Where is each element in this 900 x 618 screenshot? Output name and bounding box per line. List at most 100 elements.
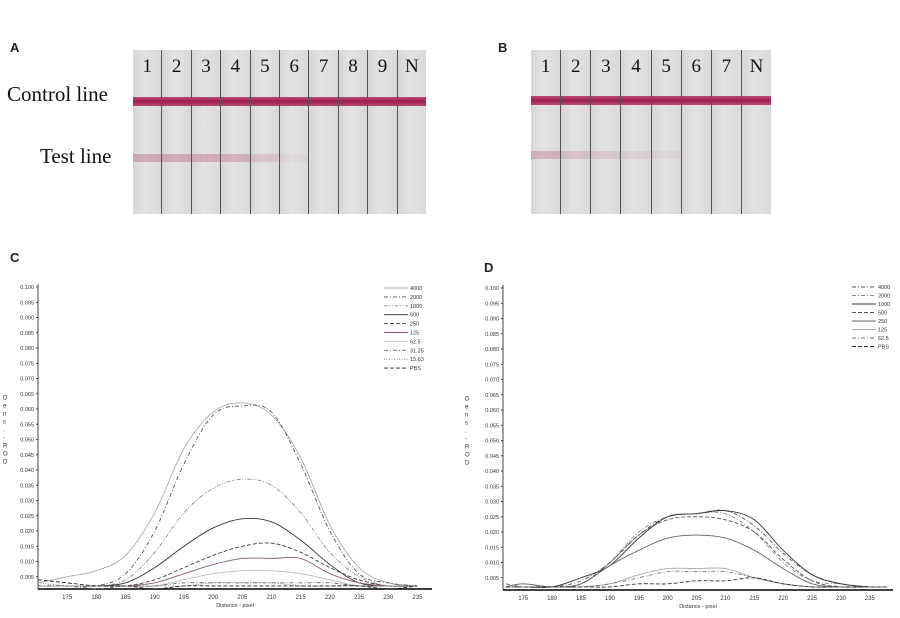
series-line-2000: [505, 511, 888, 588]
y-tick-label: 0.015: [485, 545, 499, 551]
legend-label: 250: [410, 322, 419, 328]
legend-label: 500: [878, 311, 887, 317]
legend-label: 2000: [878, 294, 890, 300]
y-tick-label: 0.050: [485, 439, 499, 445]
strip-number: 7: [721, 56, 732, 77]
x-tick-label: 205: [237, 595, 248, 601]
y-tick-label: 0.005: [20, 575, 34, 581]
y-tick-label: 0.010: [20, 560, 34, 566]
series-line-4000: [505, 509, 888, 588]
control-band: [221, 97, 250, 106]
strip-number: 4: [230, 56, 241, 77]
x-tick-label: 190: [605, 596, 616, 602]
control-band: [338, 97, 368, 106]
x-tick-label: 200: [663, 596, 674, 602]
y-tick-label: 0.045: [485, 454, 499, 460]
strip-number: 9: [377, 56, 388, 77]
y-tick-label: 0.070: [485, 378, 499, 384]
x-tick-label: 225: [354, 595, 365, 601]
control-band: [651, 96, 681, 105]
y-tick-label: 0.090: [485, 317, 499, 323]
strip-number: N: [404, 56, 419, 77]
y-tick-label: 0.050: [20, 438, 34, 444]
y-tick-label: 0.060: [20, 407, 34, 413]
y-tick-label: 0.065: [485, 393, 499, 399]
y-tick-label: 0.025: [20, 514, 34, 520]
test-band: [280, 154, 309, 162]
test-strip: 5: [650, 50, 681, 214]
x-tick-label: 215: [749, 596, 760, 602]
x-tick-label: 185: [576, 596, 587, 602]
series-line-4000: [37, 402, 418, 587]
legend-label: PBS: [878, 345, 889, 351]
x-tick-label: 195: [634, 596, 645, 602]
y-tick-label: 0.035: [485, 484, 499, 490]
strip-number: 4: [631, 56, 641, 77]
y-tick-label: 0.090: [20, 316, 34, 322]
control-band: [681, 96, 711, 105]
test-strip: 3: [190, 50, 221, 214]
panel-label-a: A: [10, 40, 20, 55]
x-tick-label: 225: [807, 596, 818, 602]
test-strip: 9: [367, 50, 397, 214]
test-strip: 5: [249, 50, 280, 214]
strip-number: 1: [540, 56, 551, 77]
y-tick-label: 0.020: [485, 530, 499, 536]
test-band: [250, 154, 280, 162]
x-tick-label: 210: [720, 596, 731, 602]
strip-number: 6: [289, 56, 299, 77]
legend-label: 31.25: [410, 348, 424, 354]
control-band: [397, 97, 427, 106]
y-tick-label: 0.085: [485, 332, 499, 338]
y-tick-label: 0.080: [20, 346, 34, 352]
legend-label: 15.63: [410, 357, 424, 363]
x-tick-label: 235: [412, 595, 423, 601]
x-tick-label: 190: [150, 595, 161, 601]
test-line-label: Test line: [40, 144, 112, 168]
x-tick-label: 185: [121, 595, 132, 601]
y-tick-label: 0.100: [485, 286, 499, 292]
y-tick-label: 0.055: [20, 422, 34, 428]
test-band: [133, 154, 162, 162]
legend-label: PBS: [410, 366, 421, 372]
x-axis-label: Distance - pixel: [679, 604, 717, 610]
y-tick-label: 0.085: [20, 331, 34, 337]
x-tick-label: 230: [383, 595, 394, 601]
strip-number: 5: [661, 56, 671, 77]
x-tick-label: 230: [836, 596, 847, 602]
y-tick-label: 0.010: [485, 561, 499, 567]
test-strip: N: [396, 50, 427, 214]
series-line-PBS: [37, 579, 418, 590]
test-band: [621, 151, 651, 159]
x-tick-label: 235: [865, 596, 876, 602]
x-tick-label: 220: [778, 596, 789, 602]
strip-number: 2: [570, 56, 581, 77]
control-band: [531, 96, 561, 105]
x-tick-label: 175: [62, 595, 73, 601]
test-strip: 6: [680, 50, 711, 214]
y-tick-label: 0.040: [485, 469, 499, 475]
x-tick-label: 195: [179, 595, 190, 601]
control-band: [621, 96, 651, 105]
test-strip: N: [740, 50, 771, 214]
test-strip: 1: [133, 50, 162, 214]
control-band: [162, 97, 191, 106]
panel-label-c: C: [10, 250, 20, 265]
legend-label: 4000: [410, 286, 422, 292]
control-band: [250, 97, 280, 106]
control-line-label: Control line: [7, 82, 108, 106]
y-tick-label: 0.020: [20, 529, 34, 535]
test-band: [651, 151, 681, 159]
y-tick-label: 0.080: [485, 347, 499, 353]
panel-label-d: D: [484, 260, 494, 275]
strip-number: 6: [691, 56, 701, 77]
y-tick-label: 0.005: [485, 576, 499, 582]
legend-label: 250: [878, 319, 887, 325]
y-tick-label: 0.100: [20, 285, 34, 291]
test-strip: 6: [279, 50, 309, 214]
y-tick-label: 0.095: [485, 301, 499, 307]
series-line-62.5: [505, 570, 888, 588]
